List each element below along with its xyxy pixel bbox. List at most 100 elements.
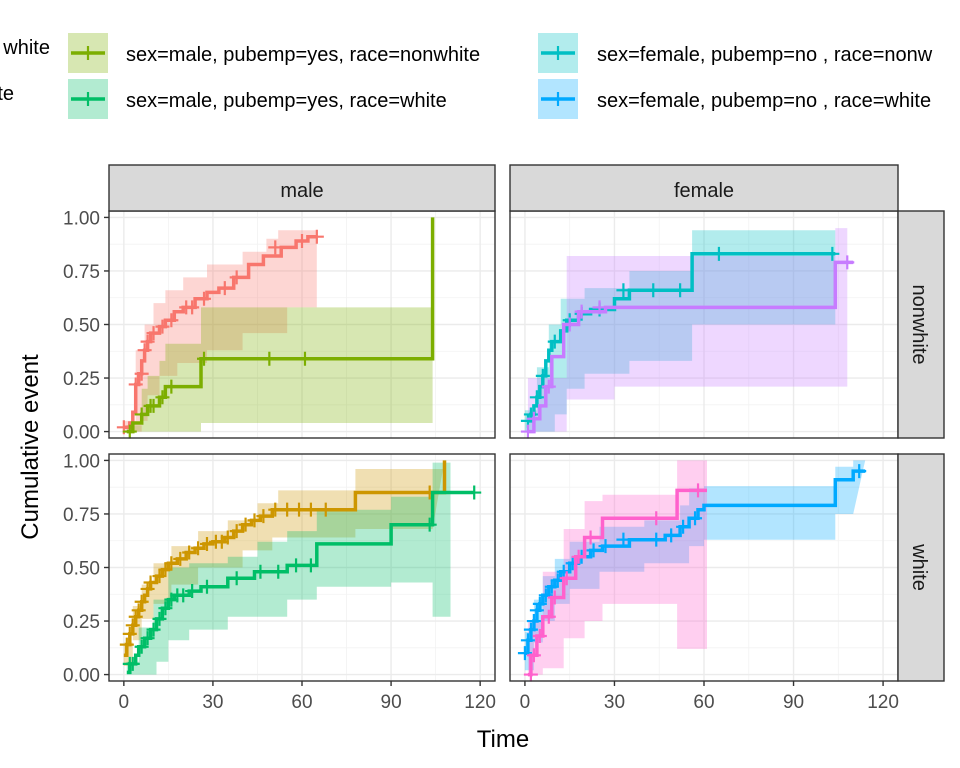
facet-strip-col — [509, 164, 899, 212]
censor-mark — [303, 502, 318, 517]
censor-mark — [164, 313, 179, 328]
x-tick-label: 30 — [202, 692, 223, 713]
censor-mark — [532, 629, 547, 644]
censor-mark — [134, 594, 149, 609]
censor-mark — [122, 424, 137, 439]
censor-mark — [164, 556, 179, 571]
legend-label: sex=female, pubemp=no , race=nonw — [597, 44, 933, 66]
censor-mark — [197, 291, 212, 306]
censor-mark — [556, 564, 571, 579]
axes: 0.00 0.25 0.50 0.75 1.00 0.00 0.25 0.50 0.75 1.00… — [63, 208, 899, 713]
censor-mark — [574, 304, 589, 319]
censor-mark — [583, 530, 598, 545]
y-tick-label: 0.50 — [63, 316, 100, 337]
censor-mark — [297, 351, 312, 366]
censor-mark — [538, 588, 553, 603]
censor-mark — [146, 326, 161, 341]
censor-mark — [146, 398, 161, 413]
legend-label: te — [0, 83, 14, 105]
facet-col-label: female — [674, 180, 734, 202]
censor-mark — [571, 549, 586, 564]
censor-mark — [143, 575, 158, 590]
y-tick-label: 0.75 — [63, 262, 100, 283]
censor-mark — [646, 283, 661, 298]
censor-mark — [295, 233, 309, 248]
censor-mark — [268, 502, 283, 517]
y-tick-label: 0.25 — [63, 612, 100, 633]
censor-mark — [467, 485, 482, 500]
censor-mark — [122, 626, 137, 641]
panel-female-nonwhite — [510, 211, 898, 439]
censor-mark — [197, 351, 212, 366]
censor-mark — [128, 377, 143, 392]
censor-mark — [182, 545, 197, 560]
censor-mark — [140, 334, 155, 349]
censor-mark — [191, 541, 206, 556]
censor-mark — [532, 596, 547, 611]
censor-mark — [520, 424, 535, 439]
y-tick-label: 0.00 — [63, 423, 100, 444]
panel-male-white — [109, 454, 495, 681]
censor-mark — [691, 483, 706, 498]
censor-mark — [649, 532, 664, 547]
censor-mark — [586, 543, 601, 558]
legend-entry: sex=male, pubemp=yes, race=white — [68, 79, 447, 119]
survival-step-line — [527, 252, 836, 423]
censor-mark — [535, 368, 550, 383]
censor-mark — [137, 343, 152, 358]
confidence-band — [524, 230, 836, 432]
censor-mark — [673, 283, 688, 298]
survival-step-line — [126, 490, 475, 675]
x-tick-label: 30 — [604, 692, 625, 713]
censor-mark — [529, 603, 544, 618]
censor-mark — [318, 502, 333, 517]
censor-mark — [155, 390, 170, 405]
censor-mark — [134, 639, 149, 654]
censor-mark — [268, 240, 283, 255]
censor-mark — [199, 536, 214, 551]
censor-mark — [158, 601, 173, 616]
facet-strip-col — [108, 164, 496, 212]
censor-mark — [164, 379, 179, 394]
censor-mark — [256, 509, 271, 524]
confidence-band — [527, 228, 848, 432]
censor-mark — [128, 609, 143, 624]
censor-mark — [292, 502, 307, 517]
censor-mark — [598, 539, 613, 554]
survival-step-line — [527, 488, 707, 677]
confidence-band — [123, 460, 445, 666]
y-tick-label: 0.75 — [63, 505, 100, 526]
confidence-band — [527, 460, 707, 675]
legend-entry: white — [2, 37, 50, 59]
censor-mark — [247, 513, 262, 528]
censor-mark — [616, 283, 631, 298]
censor-mark — [134, 407, 149, 422]
y-tick-label: 1.00 — [63, 451, 100, 472]
y-tick-label: 0.25 — [63, 369, 100, 390]
censor-mark — [185, 584, 200, 599]
facet-row-label: white — [908, 543, 930, 591]
censor-mark — [185, 300, 200, 315]
censor-mark — [119, 637, 134, 652]
censor-mark — [422, 517, 437, 532]
censor-mark — [529, 390, 544, 405]
facet-strips: male female nonwhite white — [108, 164, 945, 682]
censor-mark — [271, 564, 286, 579]
censor-mark — [238, 517, 253, 532]
censor-mark — [176, 588, 191, 603]
legend-entry: sex=female, pubemp=no , race=nonw — [538, 33, 933, 73]
censor-mark — [140, 581, 155, 596]
censor-mark — [309, 229, 324, 244]
censor-mark — [559, 571, 574, 586]
legend-label: sex=male, pubemp=yes, race=nonwhite — [126, 44, 480, 66]
censor-mark — [547, 334, 562, 349]
censor-mark — [152, 611, 167, 626]
x-tick-label: 0 — [119, 692, 130, 713]
survival-step-line — [123, 234, 317, 430]
x-axis-title: Time — [477, 726, 529, 753]
censor-mark — [649, 511, 664, 526]
censor-mark — [523, 622, 538, 637]
censor-mark — [229, 270, 244, 285]
legend-label: white — [2, 37, 50, 59]
